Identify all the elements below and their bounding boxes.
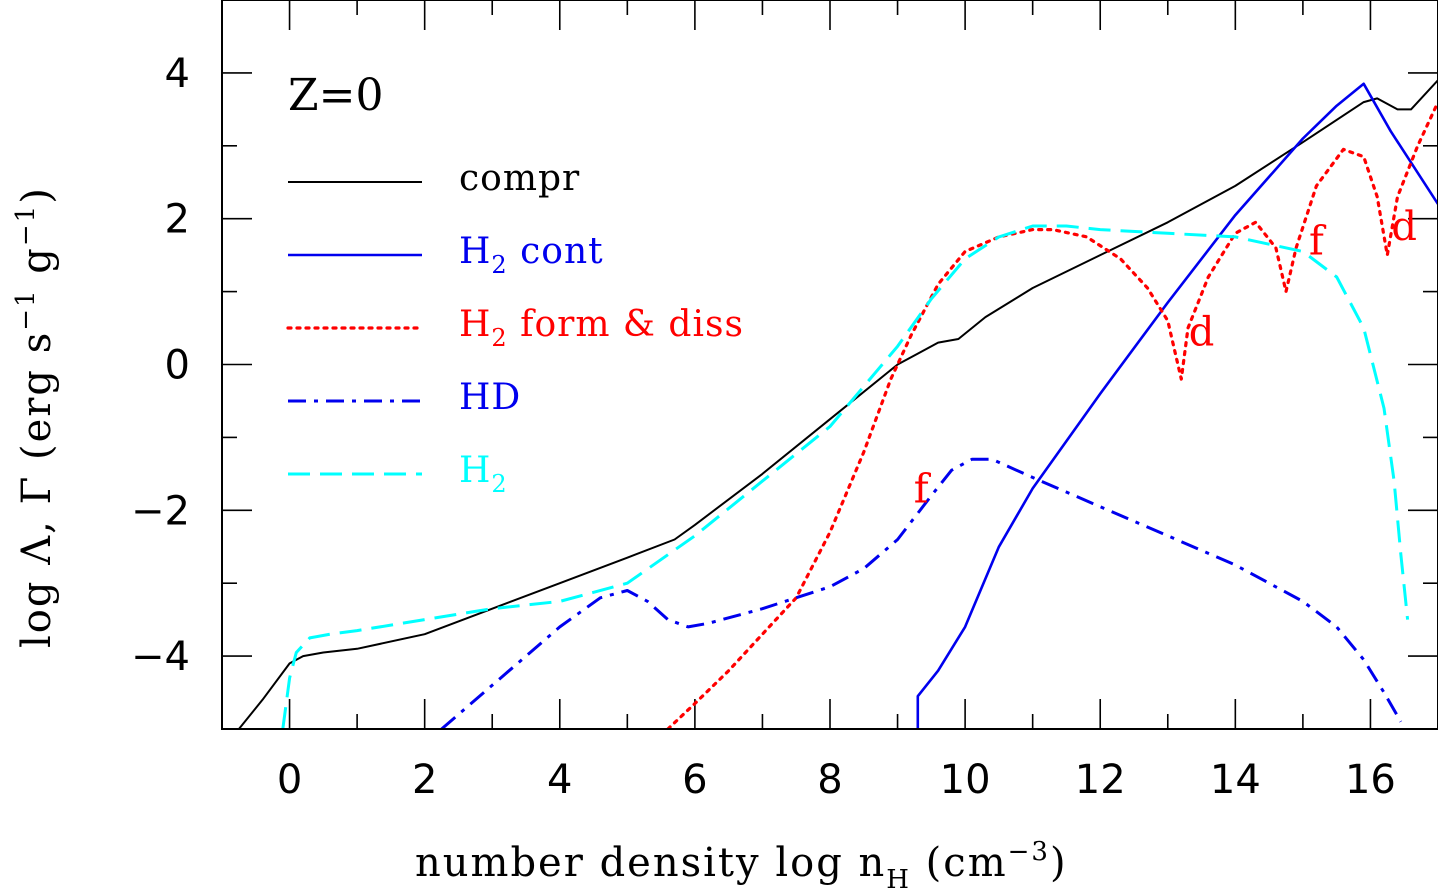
annotation-label: d [1391,204,1417,250]
y-axis-title-main: log Λ, Γ (erg s [14,331,60,648]
x-axis-title-main: number density log n [415,840,886,886]
annotation-label: d [1189,310,1215,356]
legend-label-main: H [459,231,491,272]
legend-label-rest: cont [508,231,604,272]
x-axis-title-exp: −3 [1008,837,1050,867]
x-tick-label: 0 [277,757,302,803]
x-axis-title: number density log nH (cm−3) [415,837,1068,892]
plot-frame [221,0,1438,730]
series-line-0 [238,79,1438,729]
axis-ticks [221,0,1438,730]
legend-label: H2 [459,450,508,498]
y-tick-label: −4 [131,634,190,680]
legend-label-main: compr [459,158,580,199]
axis-tick-labels: 0 2 4 6 8 10 12 14 16 −4 −2 0 2 4 [131,51,1396,803]
legend-label: compr [459,158,580,199]
legend-label-sub: 2 [491,251,507,279]
x-tick-label: 16 [1345,757,1396,803]
y-axis-title-close: ) [14,186,60,204]
y-axis-title-exp1: −1 [11,288,41,330]
x-axis-title-sub: H [886,865,911,892]
y-tick-label: −2 [131,488,190,534]
y-tick-label: 2 [165,197,190,243]
legend-label-sub: 2 [491,324,507,352]
series-layer [238,79,1438,729]
x-tick-label: 4 [547,757,572,803]
legend-label: H2 form & diss [459,304,744,352]
series-line-3 [440,457,1403,729]
x-tick-label: 8 [817,757,842,803]
annotations: f d f d [914,204,1417,512]
x-tick-label: 2 [412,757,437,803]
x-tick-label: 10 [940,757,991,803]
y-tick-label: 4 [165,51,190,97]
annotation-label: f [1309,219,1327,265]
x-tick-label: 14 [1210,757,1261,803]
x-tick-label: 12 [1075,757,1126,803]
annotation-label: f [914,466,932,512]
legend-label-rest: form & diss [508,304,744,345]
y-tick-label: 0 [165,343,190,389]
legend-label-main: H [459,304,491,345]
legend-label: HD [459,377,521,418]
y-axis-title-mid: g [14,246,60,288]
series-line-1 [916,82,1438,729]
x-axis-title-close: ) [1050,840,1068,886]
series-line-4 [281,224,1410,729]
y-axis-title: log Λ, Γ (erg s−1 g−1) [11,186,60,648]
series-line-2 [666,100,1438,729]
legend-label-main: H [459,450,491,491]
x-tick-label: 6 [682,757,707,803]
legend-label-main: HD [459,377,521,418]
legend-label-sub: 2 [491,470,507,498]
x-axis-title-unit: (cm [911,840,1008,886]
y-axis-title-exp2: −1 [11,204,41,246]
legend-label: H2 cont [459,231,604,279]
panel-label: Z=0 [288,70,383,121]
